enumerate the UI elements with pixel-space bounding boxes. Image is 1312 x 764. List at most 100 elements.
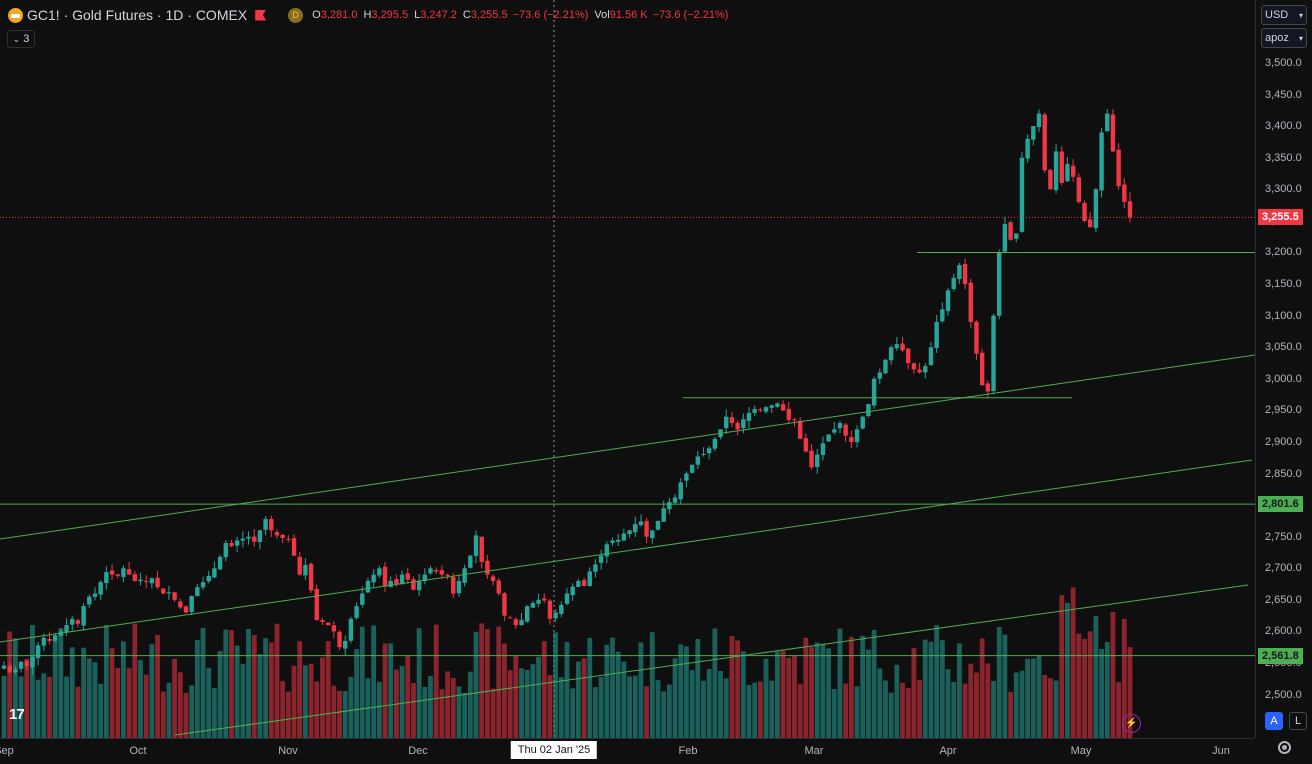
candle-body xyxy=(1036,113,1042,128)
volume-bar xyxy=(502,643,507,738)
volume-bar xyxy=(1036,654,1042,738)
volume-bar xyxy=(553,632,559,738)
currency-selector[interactable]: USD ▾ xyxy=(1261,5,1307,25)
volume-bar xyxy=(991,680,996,738)
candle-body xyxy=(746,412,752,421)
gear-icon[interactable] xyxy=(1278,741,1291,754)
trendline-middle xyxy=(0,459,1253,643)
candle-body xyxy=(132,574,137,581)
delayed-data-icon[interactable]: D xyxy=(288,7,304,23)
lightning-icon[interactable]: ⚡ xyxy=(1122,714,1141,733)
candle-body xyxy=(792,419,797,421)
volume-bar xyxy=(746,684,752,738)
volume-bar xyxy=(701,680,706,738)
candle-body xyxy=(70,618,75,625)
volume-bar xyxy=(75,686,81,738)
candle-body xyxy=(553,612,558,619)
candle-body xyxy=(729,417,735,424)
candle-body xyxy=(439,570,445,575)
candle-body xyxy=(456,580,462,594)
volume-bar xyxy=(285,691,291,738)
candle-body xyxy=(269,519,274,531)
indicators-toggle-button[interactable]: ⌄ 3 xyxy=(7,30,35,48)
volume-bar xyxy=(433,624,439,738)
price-tick-label: 2,650.0 xyxy=(1265,593,1302,606)
candle-body xyxy=(906,348,911,364)
candle-body xyxy=(974,321,979,354)
chart-plot-area[interactable]: GC1! · Gold Futures · 1D · COMEX D O 3,2… xyxy=(0,0,1255,738)
candle-body xyxy=(195,587,200,597)
volume-bar xyxy=(18,676,24,738)
flag-icon[interactable] xyxy=(255,9,267,21)
candle-body xyxy=(655,520,661,530)
candle-body xyxy=(229,542,234,547)
volume-bar xyxy=(12,638,18,738)
candle-body xyxy=(388,580,393,587)
volume-bar xyxy=(484,629,490,738)
price-scale[interactable]: 3,500.03,450.03,400.03,350.03,300.03,250… xyxy=(1255,0,1312,738)
candle-body xyxy=(570,586,575,596)
candle-body xyxy=(758,409,763,411)
indicators-count: 3 xyxy=(23,33,30,45)
volume-bar xyxy=(1070,587,1076,738)
volume-bar xyxy=(695,639,701,738)
candle-body xyxy=(786,409,791,420)
volume-bar xyxy=(587,637,593,738)
candle-body xyxy=(667,501,672,510)
candle-body xyxy=(968,282,973,322)
candle-body xyxy=(1008,222,1013,240)
volume-bar xyxy=(854,686,860,738)
volume-bar xyxy=(917,679,922,738)
volume-bar xyxy=(274,623,280,738)
volume-bar xyxy=(388,643,394,738)
auto-scale-button[interactable]: A xyxy=(1265,712,1283,730)
price-tick-label: 3,500.0 xyxy=(1265,57,1302,69)
candle-body xyxy=(1082,203,1087,221)
candle-body xyxy=(18,661,24,669)
candle-body xyxy=(240,538,246,541)
candle-body xyxy=(166,592,172,594)
volume-bar xyxy=(155,634,160,738)
price-tick-label: 3,100.0 xyxy=(1265,309,1302,322)
candle-body xyxy=(957,265,962,280)
volume-bar xyxy=(1093,616,1099,738)
volume-bar xyxy=(604,644,610,738)
candle-body xyxy=(479,536,484,562)
price-tick-label: 3,200.0 xyxy=(1265,246,1302,259)
time-axis[interactable]: Sep Oct Nov Dec Feb Mar Apr May Jun xyxy=(0,738,1255,764)
volume-bar xyxy=(109,648,115,738)
volume-bar xyxy=(900,682,905,738)
log-scale-button[interactable]: L xyxy=(1289,712,1307,730)
candle-body xyxy=(1099,132,1104,191)
volume-bar xyxy=(217,650,223,738)
high-value: 3,295.5 xyxy=(371,9,409,21)
symbol-title[interactable]: GC1! · Gold Futures · 1D · COMEX xyxy=(27,7,248,23)
volume-bar xyxy=(115,667,121,738)
volume-bar xyxy=(655,680,661,738)
volume-bar xyxy=(64,676,69,738)
volume-bar xyxy=(297,641,303,738)
volume-bar xyxy=(735,640,741,738)
candle-body xyxy=(75,620,81,624)
candle-body xyxy=(581,580,587,586)
price-tick-label: 2,500.0 xyxy=(1265,688,1302,701)
candle-body xyxy=(126,569,132,575)
candlestick-chart[interactable] xyxy=(0,0,1255,738)
unit-selector[interactable]: apoz ▾ xyxy=(1261,28,1307,48)
volume-bar xyxy=(58,628,64,738)
volume-bar xyxy=(314,681,320,738)
candle-body xyxy=(672,497,678,503)
candle-body xyxy=(405,573,410,580)
volume-bar xyxy=(337,690,342,738)
volume-bar xyxy=(598,676,604,738)
volume-bar xyxy=(280,681,286,738)
volume-bar xyxy=(843,683,849,738)
volume-bar xyxy=(621,661,627,738)
candle-body xyxy=(490,576,496,581)
candle-body xyxy=(542,598,547,601)
time-tick-label: Nov xyxy=(278,745,298,757)
candle-body xyxy=(325,622,331,626)
tradingview-logo[interactable]: 17 xyxy=(9,706,25,723)
volume-bar xyxy=(24,658,30,738)
candle-body xyxy=(178,601,183,608)
